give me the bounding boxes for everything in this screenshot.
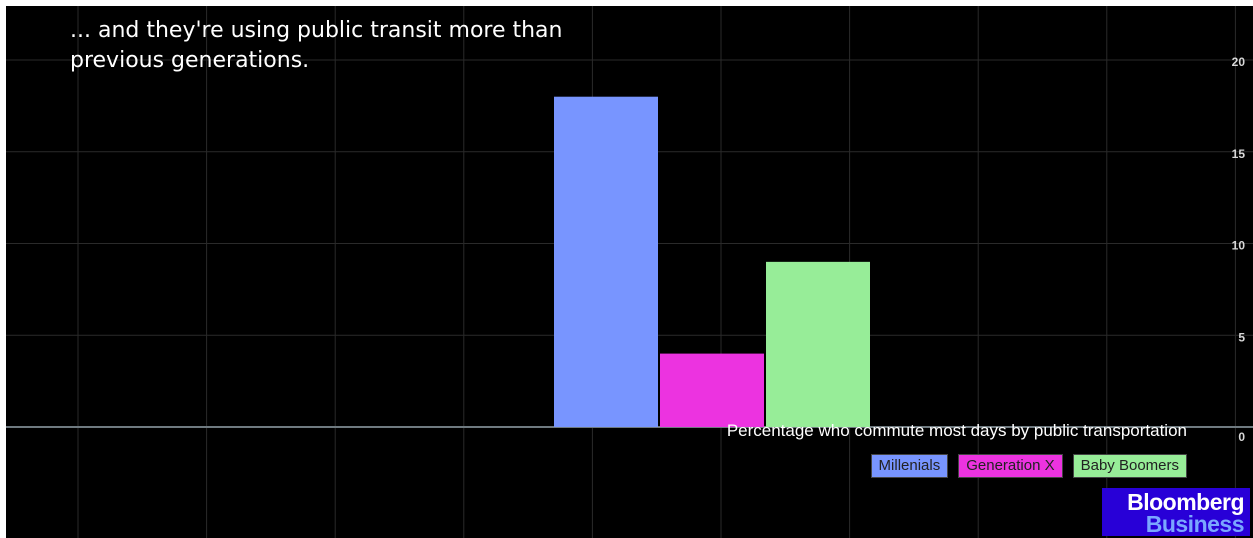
y-tick-label: 20 [1232, 55, 1246, 69]
legend: Millenials Generation X Baby Boomers [870, 454, 1187, 478]
bar-baby-boomers [766, 261, 870, 427]
chart-title: ... and they're using public transit mor… [70, 18, 563, 73]
y-tick-label: 5 [1238, 330, 1245, 344]
bloomberg-business-logo: Bloomberg Business [1102, 488, 1250, 536]
bar-generation-x [660, 353, 764, 427]
chart-panel: 0 5 10 15 20 ... and they're using public tr… [6, 6, 1253, 538]
y-tick-label: 0 [1238, 430, 1245, 444]
chart-caption: Percentage who commute most days by publ… [726, 421, 1187, 440]
bar-chart: 0 5 10 15 20 [6, 6, 1253, 538]
legend-item: Generation X [958, 454, 1063, 478]
y-tick-label: 10 [1232, 239, 1246, 253]
legend-item: Millenials [870, 454, 949, 478]
y-tick-label: 15 [1232, 147, 1246, 161]
bar-millenials [554, 96, 658, 427]
logo-line-2: Business [1145, 511, 1245, 537]
logo-line-1: Bloomberg [1127, 489, 1244, 515]
legend-item: Baby Boomers [1072, 454, 1187, 478]
